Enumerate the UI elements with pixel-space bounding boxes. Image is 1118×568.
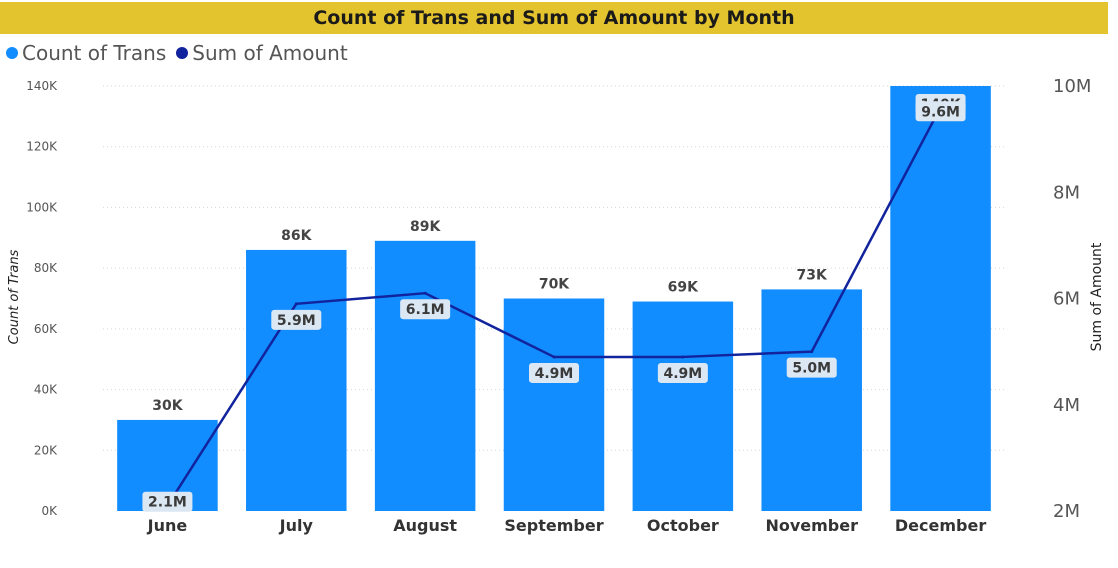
- line-data-label: 4.9M: [535, 366, 574, 382]
- bar: [890, 86, 991, 511]
- line-data-label-box: 6.1M: [400, 299, 451, 320]
- data-label-background: [915, 101, 966, 122]
- line-data-label: 6.1M: [406, 302, 445, 318]
- bar-data-label: 30K: [152, 398, 183, 414]
- y-tick-label-right: 10M: [1053, 76, 1091, 97]
- y-tick-label-left: 0K: [41, 504, 58, 518]
- y-tick-label-left: 60K: [34, 322, 58, 336]
- line-data-label: 5.9M: [277, 313, 316, 329]
- data-label-background: [657, 362, 708, 383]
- line-point: [423, 291, 427, 295]
- bar-data-label: 86K: [281, 228, 312, 244]
- right-axis: 2M 4M 6M 8M 10M: [1053, 76, 1091, 522]
- y-axis-title-left: Count of Trans: [7, 249, 22, 344]
- x-tick-label: October: [647, 516, 719, 535]
- x-tick-label: September: [504, 516, 603, 535]
- bar: [503, 298, 605, 511]
- line-data-labels: 2.1M 5.9M 6.1M 4.9M 4.9M 5.0M 9.6M: [142, 101, 966, 512]
- data-label-background: [142, 491, 193, 512]
- line-point: [294, 302, 298, 306]
- x-tick-label: July: [279, 516, 314, 535]
- bar: [246, 249, 347, 511]
- data-label-background: [400, 299, 451, 320]
- y-tick-label-right: 2M: [1053, 501, 1080, 522]
- x-tick-label: December: [895, 516, 986, 535]
- y-axis-title-right: Sum of Amount: [1089, 242, 1105, 351]
- y-tick-label-left: 20K: [34, 443, 58, 457]
- line-series: [165, 105, 943, 508]
- data-label-background: [271, 309, 322, 330]
- line-data-label-box: 9.6M: [915, 101, 966, 122]
- line-data-label: 9.6M: [921, 104, 960, 120]
- y-tick-label-right: 4M: [1053, 395, 1080, 416]
- data-label-background: [529, 362, 579, 383]
- line-point: [552, 355, 556, 359]
- bar-data-label: 70K: [539, 277, 570, 293]
- data-label-background: [786, 357, 837, 378]
- bar: [632, 301, 734, 511]
- y-tick-label-left: 140K: [26, 79, 58, 93]
- legend-label: Count of Trans: [22, 41, 167, 65]
- legend-dot-icon: [6, 47, 18, 59]
- left-axis: 0K 20K 40K 60K 80K 100K 120K 140K: [26, 79, 58, 518]
- legend-dot-icon: [176, 47, 189, 59]
- y-tick-label-right: 6M: [1053, 289, 1080, 310]
- chart-title-bar: Count of Trans and Sum of Amount by Mont…: [0, 2, 1108, 34]
- bar-data-label: 73K: [797, 267, 828, 283]
- y-tick-label-left: 80K: [34, 261, 58, 275]
- x-tick-label: August: [393, 516, 457, 535]
- bar: [374, 240, 476, 512]
- chart-title: Count of Trans and Sum of Amount by Mont…: [313, 7, 795, 29]
- y-tick-label-right: 8M: [1053, 182, 1080, 203]
- legend-item-count-of-trans[interactable]: Count of Trans: [6, 41, 166, 65]
- legend-label: Sum of Amount: [192, 41, 348, 65]
- bar-series: [117, 86, 991, 512]
- line-data-label-box: 5.0M: [786, 357, 837, 378]
- line-data-label: 4.9M: [663, 366, 702, 382]
- line-data-label-box: 5.9M: [271, 309, 322, 330]
- legend-item-sum-of-amount[interactable]: Sum of Amount: [176, 41, 348, 65]
- bar-data-label: 89K: [410, 219, 441, 235]
- line-data-label-box: 4.9M: [657, 362, 708, 383]
- y-tick-label-left: 120K: [26, 140, 58, 154]
- bar-data-label: 69K: [668, 280, 699, 296]
- line-point: [681, 355, 685, 359]
- line-data-label: 2.1M: [148, 495, 187, 511]
- x-tick-label: November: [765, 516, 858, 535]
- y-tick-label-left: 40K: [34, 383, 58, 397]
- line-data-label: 5.0M: [792, 361, 831, 377]
- bar: [761, 289, 862, 511]
- line-point: [810, 350, 814, 354]
- line-data-label-box: 4.9M: [529, 362, 579, 383]
- y-tick-label-left: 100K: [26, 200, 58, 214]
- x-tick-label: June: [147, 516, 188, 535]
- legend: Count of Trans Sum of Amount: [6, 40, 358, 66]
- line-data-label-box: 2.1M: [142, 491, 193, 512]
- x-axis: June July August September October November De…: [147, 516, 987, 535]
